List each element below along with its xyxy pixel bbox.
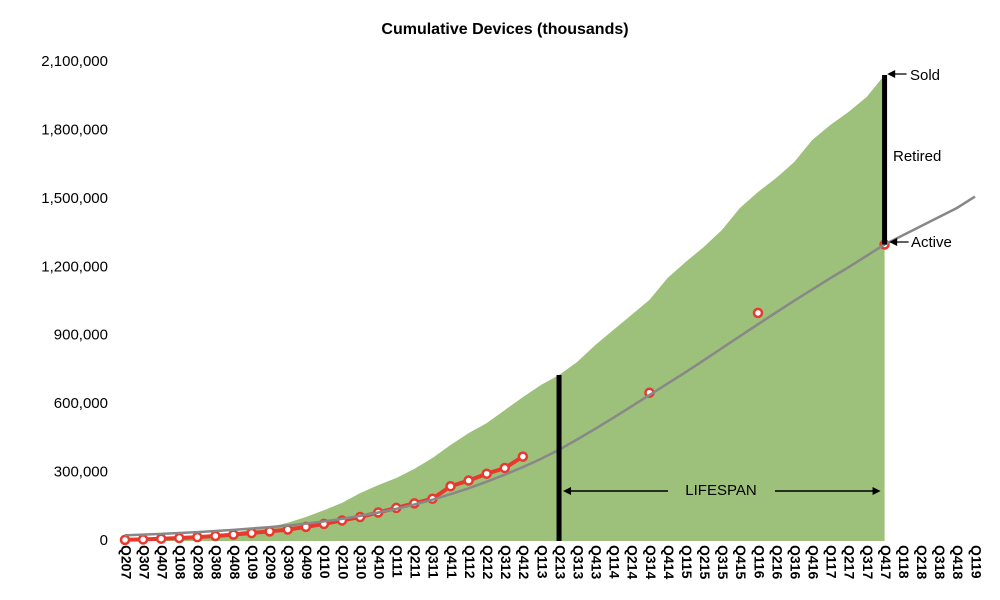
x-tick-label: Q109	[245, 545, 261, 579]
marker	[137, 534, 149, 545]
series-label: Active	[911, 234, 952, 251]
x-tick-label: Q210	[335, 545, 351, 579]
x-tick-label: Q308	[209, 545, 225, 579]
x-tick-label: Q317	[860, 545, 876, 579]
x-tick-label: Q315	[715, 545, 731, 579]
line	[124, 195, 976, 537]
annotation: LIFESPAN	[685, 482, 756, 499]
x-tick-label: Q117	[824, 545, 840, 579]
marker	[517, 451, 529, 462]
x-tick-label: Q115	[679, 545, 695, 579]
x-tick-label: Q211	[408, 545, 424, 579]
x-tick-label: Q413	[589, 545, 605, 579]
x-tick-label: Q110	[317, 545, 333, 579]
y-tick-label: 1,200,000	[41, 258, 108, 275]
x-tick-label: Q212	[480, 545, 496, 579]
chart-title: Cumulative Devices (thousands)	[381, 21, 628, 38]
marker	[192, 531, 203, 543]
x-tick-label: Q217	[842, 545, 858, 579]
x-tick-label: Q116	[751, 545, 767, 579]
x-tick-label: Q208	[191, 545, 207, 579]
x-tick-label: Q218	[914, 545, 930, 579]
marker	[119, 534, 131, 546]
x-tick-label: Q410	[371, 545, 387, 579]
x-tick-label: Q313	[570, 545, 586, 579]
y-tick-label: 0	[100, 532, 108, 549]
y-tick-label: 2,100,000	[41, 53, 108, 70]
marker	[174, 532, 185, 544]
x-tick-label: Q307	[136, 545, 152, 579]
marker	[155, 533, 167, 544]
x-tick-label: Q207	[118, 545, 134, 579]
x-tick-label: Q417	[878, 545, 894, 579]
x-tick-label: Q418	[950, 545, 966, 579]
x-tick-label: Q414	[661, 545, 677, 579]
pointer	[887, 70, 907, 78]
y-tick-label: 1,800,000	[41, 121, 108, 138]
marker	[264, 526, 275, 537]
x-tick-label: Q316	[787, 545, 803, 579]
marker	[246, 527, 257, 539]
x-tick-label: Q411	[444, 545, 460, 579]
series-label: Sold	[910, 67, 940, 84]
marker	[499, 462, 511, 474]
y-tick-label: 600,000	[54, 395, 108, 412]
area	[125, 75, 885, 541]
y-tick-label: 900,000	[54, 327, 108, 344]
x-tick-label: Q312	[498, 545, 514, 579]
marker	[210, 530, 221, 542]
x-tick-label: Q407	[154, 545, 170, 579]
x-tick-label: Q310	[353, 545, 369, 579]
x-tick-label: Q114	[607, 545, 623, 579]
x-tick-label: Q215	[697, 545, 713, 579]
x-tick-label: Q213	[552, 545, 568, 579]
x-tick-label: Q118	[896, 545, 912, 579]
x-tick-label: Q111	[390, 545, 406, 578]
x-tick-label: Q112	[462, 545, 478, 579]
x-tick-label: Q311	[426, 545, 442, 579]
marker	[463, 475, 474, 486]
x-tick-label: Q408	[227, 545, 243, 579]
marker	[228, 529, 239, 540]
x-tick-label: Q214	[625, 545, 641, 579]
marker	[752, 307, 764, 319]
x-tick-label: Q415	[733, 545, 749, 579]
x-tick-label: Q216	[769, 545, 785, 579]
x-tick-label: Q309	[281, 545, 297, 579]
x-tick-label: Q314	[643, 545, 659, 579]
x-tick-label: Q119	[968, 545, 984, 579]
x-tick-label: Q412	[516, 545, 532, 579]
y-tick-label: 1,500,000	[41, 190, 108, 207]
marker	[481, 468, 492, 479]
x-tick-label: Q409	[299, 545, 315, 579]
marker	[445, 481, 456, 492]
annotation: Retired	[893, 148, 941, 165]
x-tick-label: Q416	[806, 545, 822, 579]
x-tick-label: Q209	[263, 545, 279, 579]
pointer	[889, 238, 909, 246]
x-tick-label: Q113	[534, 545, 550, 579]
x-tick-label: Q108	[173, 545, 189, 579]
arrow-head	[872, 487, 881, 495]
x-tick-label: Q318	[932, 545, 948, 579]
arrow-head	[563, 487, 572, 495]
y-tick-label: 300,000	[54, 464, 108, 481]
